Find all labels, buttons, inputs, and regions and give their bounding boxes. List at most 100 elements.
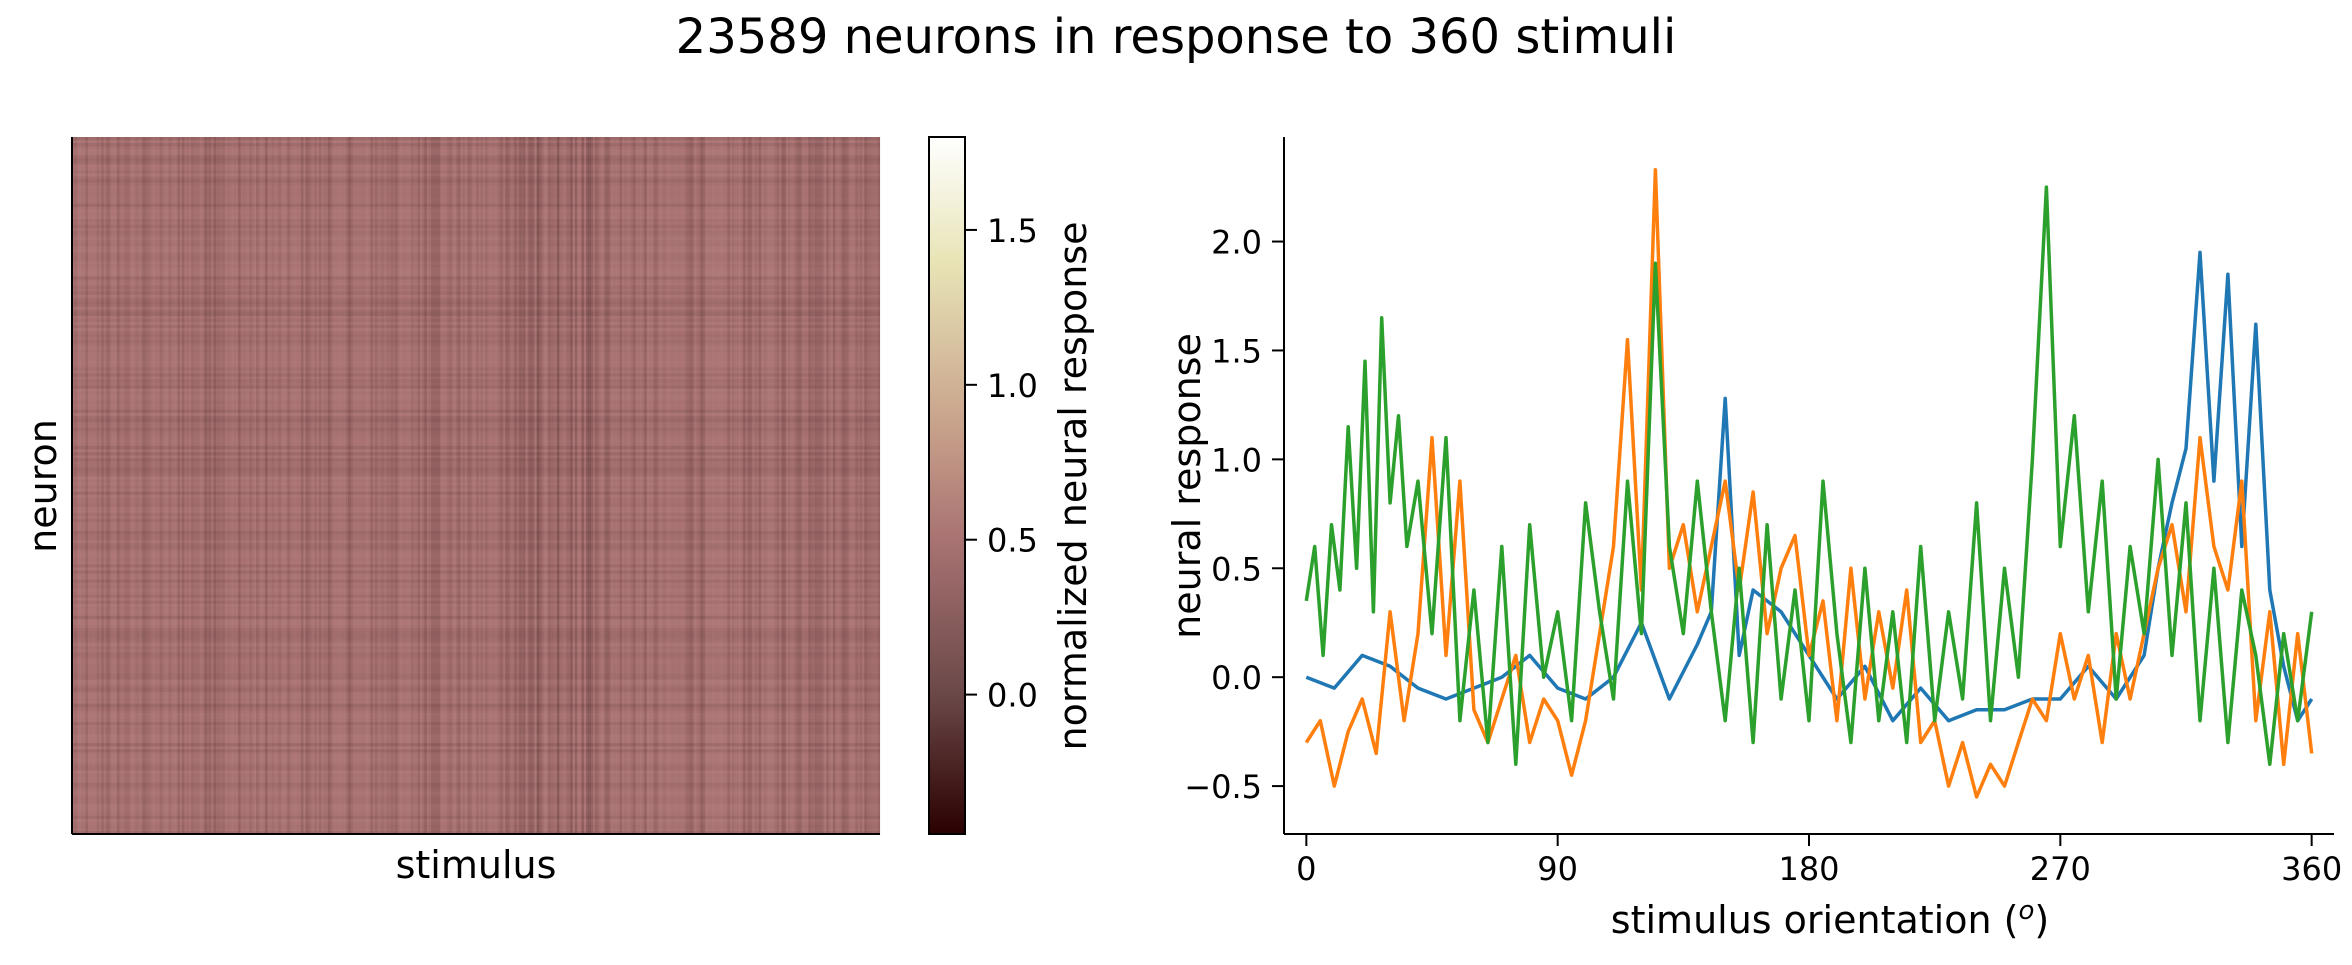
heatmap-row <box>72 258 880 261</box>
heatmap-column <box>116 137 120 834</box>
heatmap-column <box>810 137 813 834</box>
heatmap-row <box>72 773 880 776</box>
heatmap-row <box>72 721 880 726</box>
heatmap-column <box>819 137 822 834</box>
heatmap-row <box>72 670 880 673</box>
heatmap-row <box>72 661 880 664</box>
heatmap-row <box>72 503 880 507</box>
heatmap-column <box>294 137 297 834</box>
heatmap-column <box>871 137 874 834</box>
heatmap-column <box>139 137 142 834</box>
heatmap-row <box>72 237 880 241</box>
heatmap-row <box>72 473 880 476</box>
heatmap-row <box>72 401 880 404</box>
heatmap-row <box>72 203 880 207</box>
heatmap-row <box>72 676 880 680</box>
heatmap-row <box>72 340 880 344</box>
heatmap-column <box>523 137 526 834</box>
heatmap-column <box>711 137 715 834</box>
heatmap-column <box>633 137 636 834</box>
heatmap-row <box>72 397 880 401</box>
x-tick-label: 360 <box>2281 850 2342 888</box>
heatmap-column <box>720 137 724 834</box>
heatmap-column <box>96 137 100 834</box>
heatmap-column <box>610 137 614 834</box>
heatmap-row <box>72 801 880 804</box>
heatmap-column <box>841 137 845 834</box>
x-tick-label: 270 <box>2030 850 2091 888</box>
heatmap-column <box>790 137 793 834</box>
heatmap-column <box>868 137 872 834</box>
heatmap-column <box>274 137 277 834</box>
heatmap-column <box>460 137 463 834</box>
heatmap-column <box>597 137 600 834</box>
heatmap-row <box>72 594 880 598</box>
y-tick-label: 1.0 <box>1211 441 1262 479</box>
heatmap-row <box>72 289 880 292</box>
heatmap-column <box>770 137 773 834</box>
heatmap-column <box>783 137 787 834</box>
y-tick-label: 0.5 <box>1211 550 1262 588</box>
heatmap-column <box>536 137 540 834</box>
series-line-3 <box>1304 185 2314 767</box>
heatmap-column <box>92 137 95 834</box>
heatmap-column <box>541 137 544 834</box>
heatmap-row <box>72 607 880 610</box>
heatmap-row <box>72 701 880 704</box>
heatmap-row <box>72 798 880 801</box>
heatmap-row <box>72 512 880 516</box>
colorbar-tick-label: 0.5 <box>987 522 1038 560</box>
heatmap-row <box>72 458 880 462</box>
y-tick-label: 0.0 <box>1211 659 1262 697</box>
heatmap-column-stripes <box>74 137 881 834</box>
heatmap-row <box>72 137 880 141</box>
heatmap-row <box>72 789 880 792</box>
heatmap-row <box>72 609 880 613</box>
heatmap-row <box>72 261 880 265</box>
heatmap-row <box>72 498 880 501</box>
heatmap-row <box>72 440 880 444</box>
heatmap-row <box>72 264 880 267</box>
heatmap-row <box>72 418 880 423</box>
colorbar-label: normalized neural response <box>1051 222 1095 751</box>
heatmap-column <box>518 137 522 834</box>
heatmap-row <box>72 682 880 685</box>
heatmap-column <box>287 137 291 834</box>
heatmap-row <box>72 267 880 271</box>
heatmap-column <box>199 137 203 834</box>
heatmap-background <box>72 137 880 834</box>
heatmap-column <box>392 137 396 834</box>
heatmap-column <box>855 137 858 834</box>
heatmap-row <box>72 518 880 523</box>
heatmap-row <box>72 437 880 440</box>
heatmap-column <box>166 137 169 834</box>
heatmap-column <box>437 137 441 834</box>
heatmap-column <box>812 137 816 834</box>
heatmap-row <box>72 385 880 389</box>
heatmap-row <box>72 343 880 346</box>
heatmap-row <box>72 449 880 453</box>
heatmap-column <box>747 137 751 834</box>
heatmap-row <box>72 158 880 162</box>
heatmap-row <box>72 618 880 623</box>
heatmap-column <box>590 137 594 834</box>
heatmap-column <box>159 137 163 834</box>
heatmap-row <box>72 546 880 550</box>
heatmap-column <box>318 137 322 834</box>
heatmap-row <box>72 543 880 547</box>
heatmap-row <box>72 570 880 574</box>
heatmap-column <box>280 137 284 834</box>
heatmap-row <box>72 782 880 786</box>
heatmap-column <box>152 137 156 834</box>
heatmap-column <box>303 137 306 834</box>
heatmap-column <box>94 137 97 834</box>
colorbar-tick-label: 1.5 <box>987 212 1038 250</box>
heatmap-row <box>72 582 880 585</box>
y-axis-ticks: −0.5 0.0 0.5 1.0 1.5 2.0 <box>1184 224 1284 806</box>
heatmap-column <box>603 137 607 834</box>
heatmap-column <box>550 137 553 834</box>
heatmap-column <box>336 137 340 834</box>
heatmap-row <box>72 506 880 510</box>
heatmap-row <box>72 273 880 277</box>
heatmap-row <box>72 667 880 670</box>
